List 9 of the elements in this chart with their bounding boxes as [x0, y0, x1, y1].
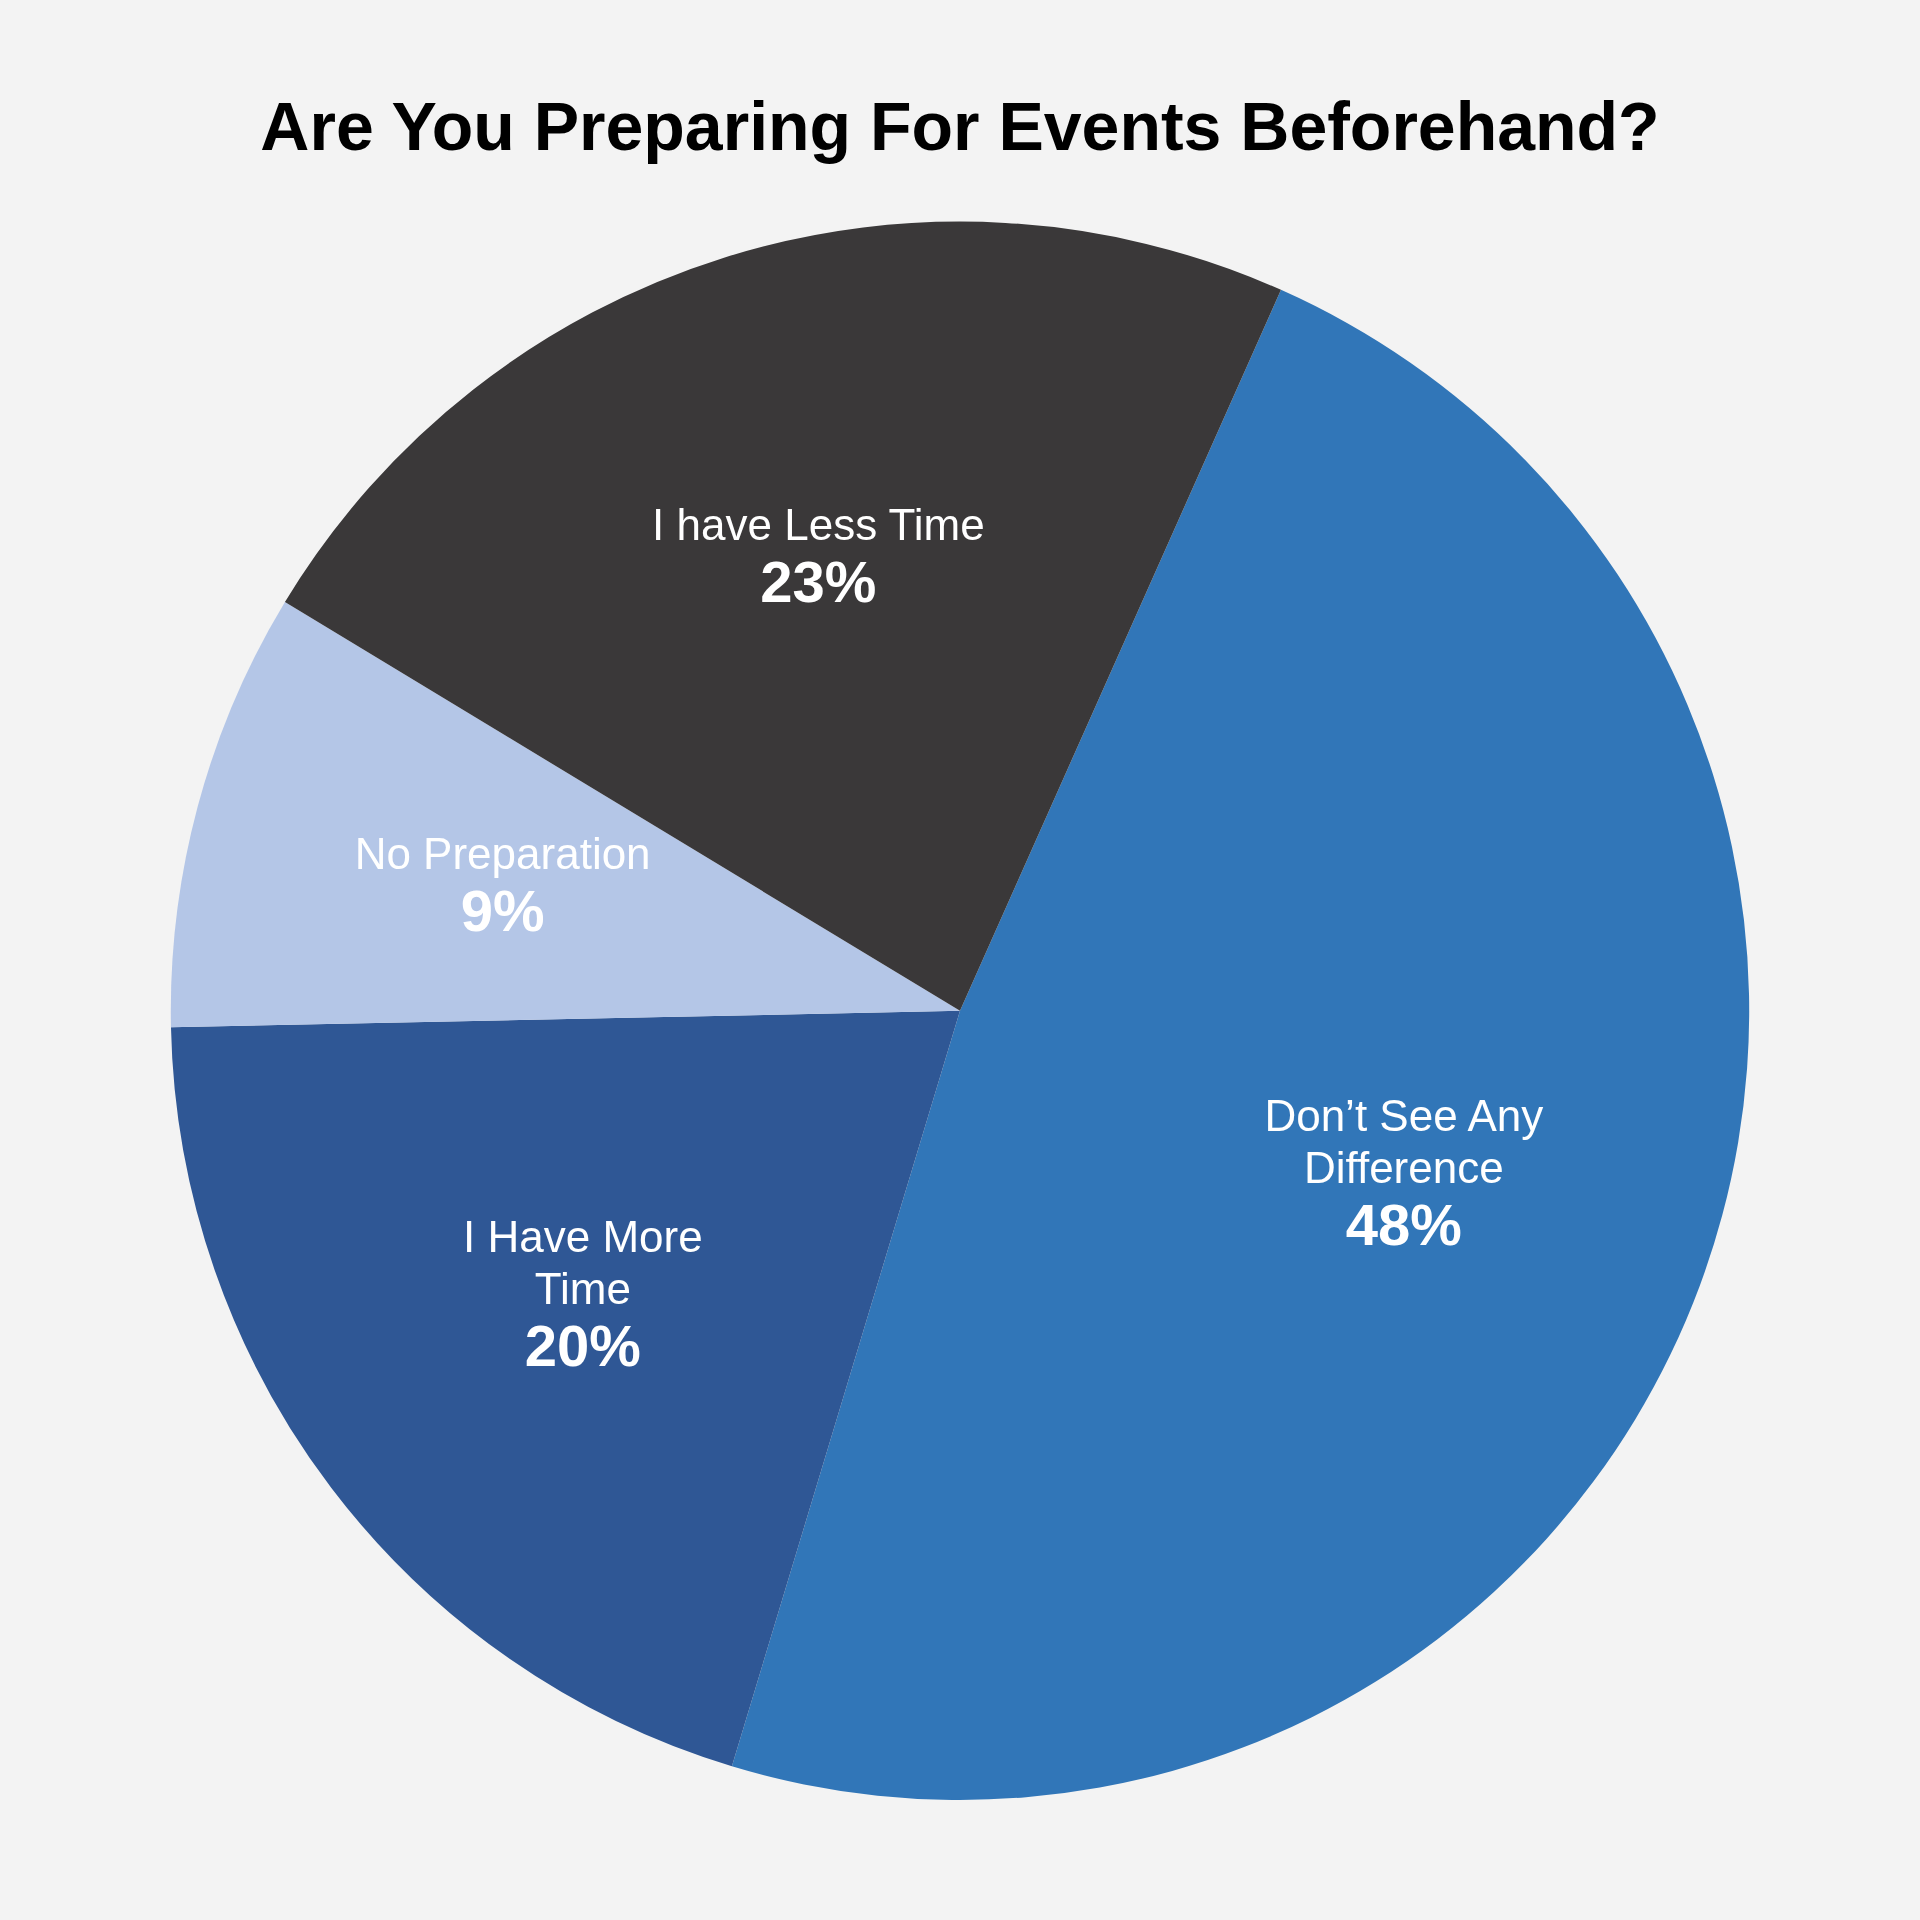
slice-label: No Preparation — [354, 829, 651, 879]
slice-label: I Have More Time — [463, 1212, 703, 1314]
data-label: 20% — [524, 1313, 641, 1379]
data-label: 9% — [460, 878, 545, 944]
data-label: 23% — [760, 548, 877, 614]
data-label: 48% — [1345, 1191, 1462, 1257]
chart-title: Are You Preparing For Events Beforehand? — [260, 87, 1660, 164]
slice-label: I have Less Time — [652, 500, 985, 550]
slice-label: Don’t See Any Difference — [1264, 1091, 1544, 1192]
